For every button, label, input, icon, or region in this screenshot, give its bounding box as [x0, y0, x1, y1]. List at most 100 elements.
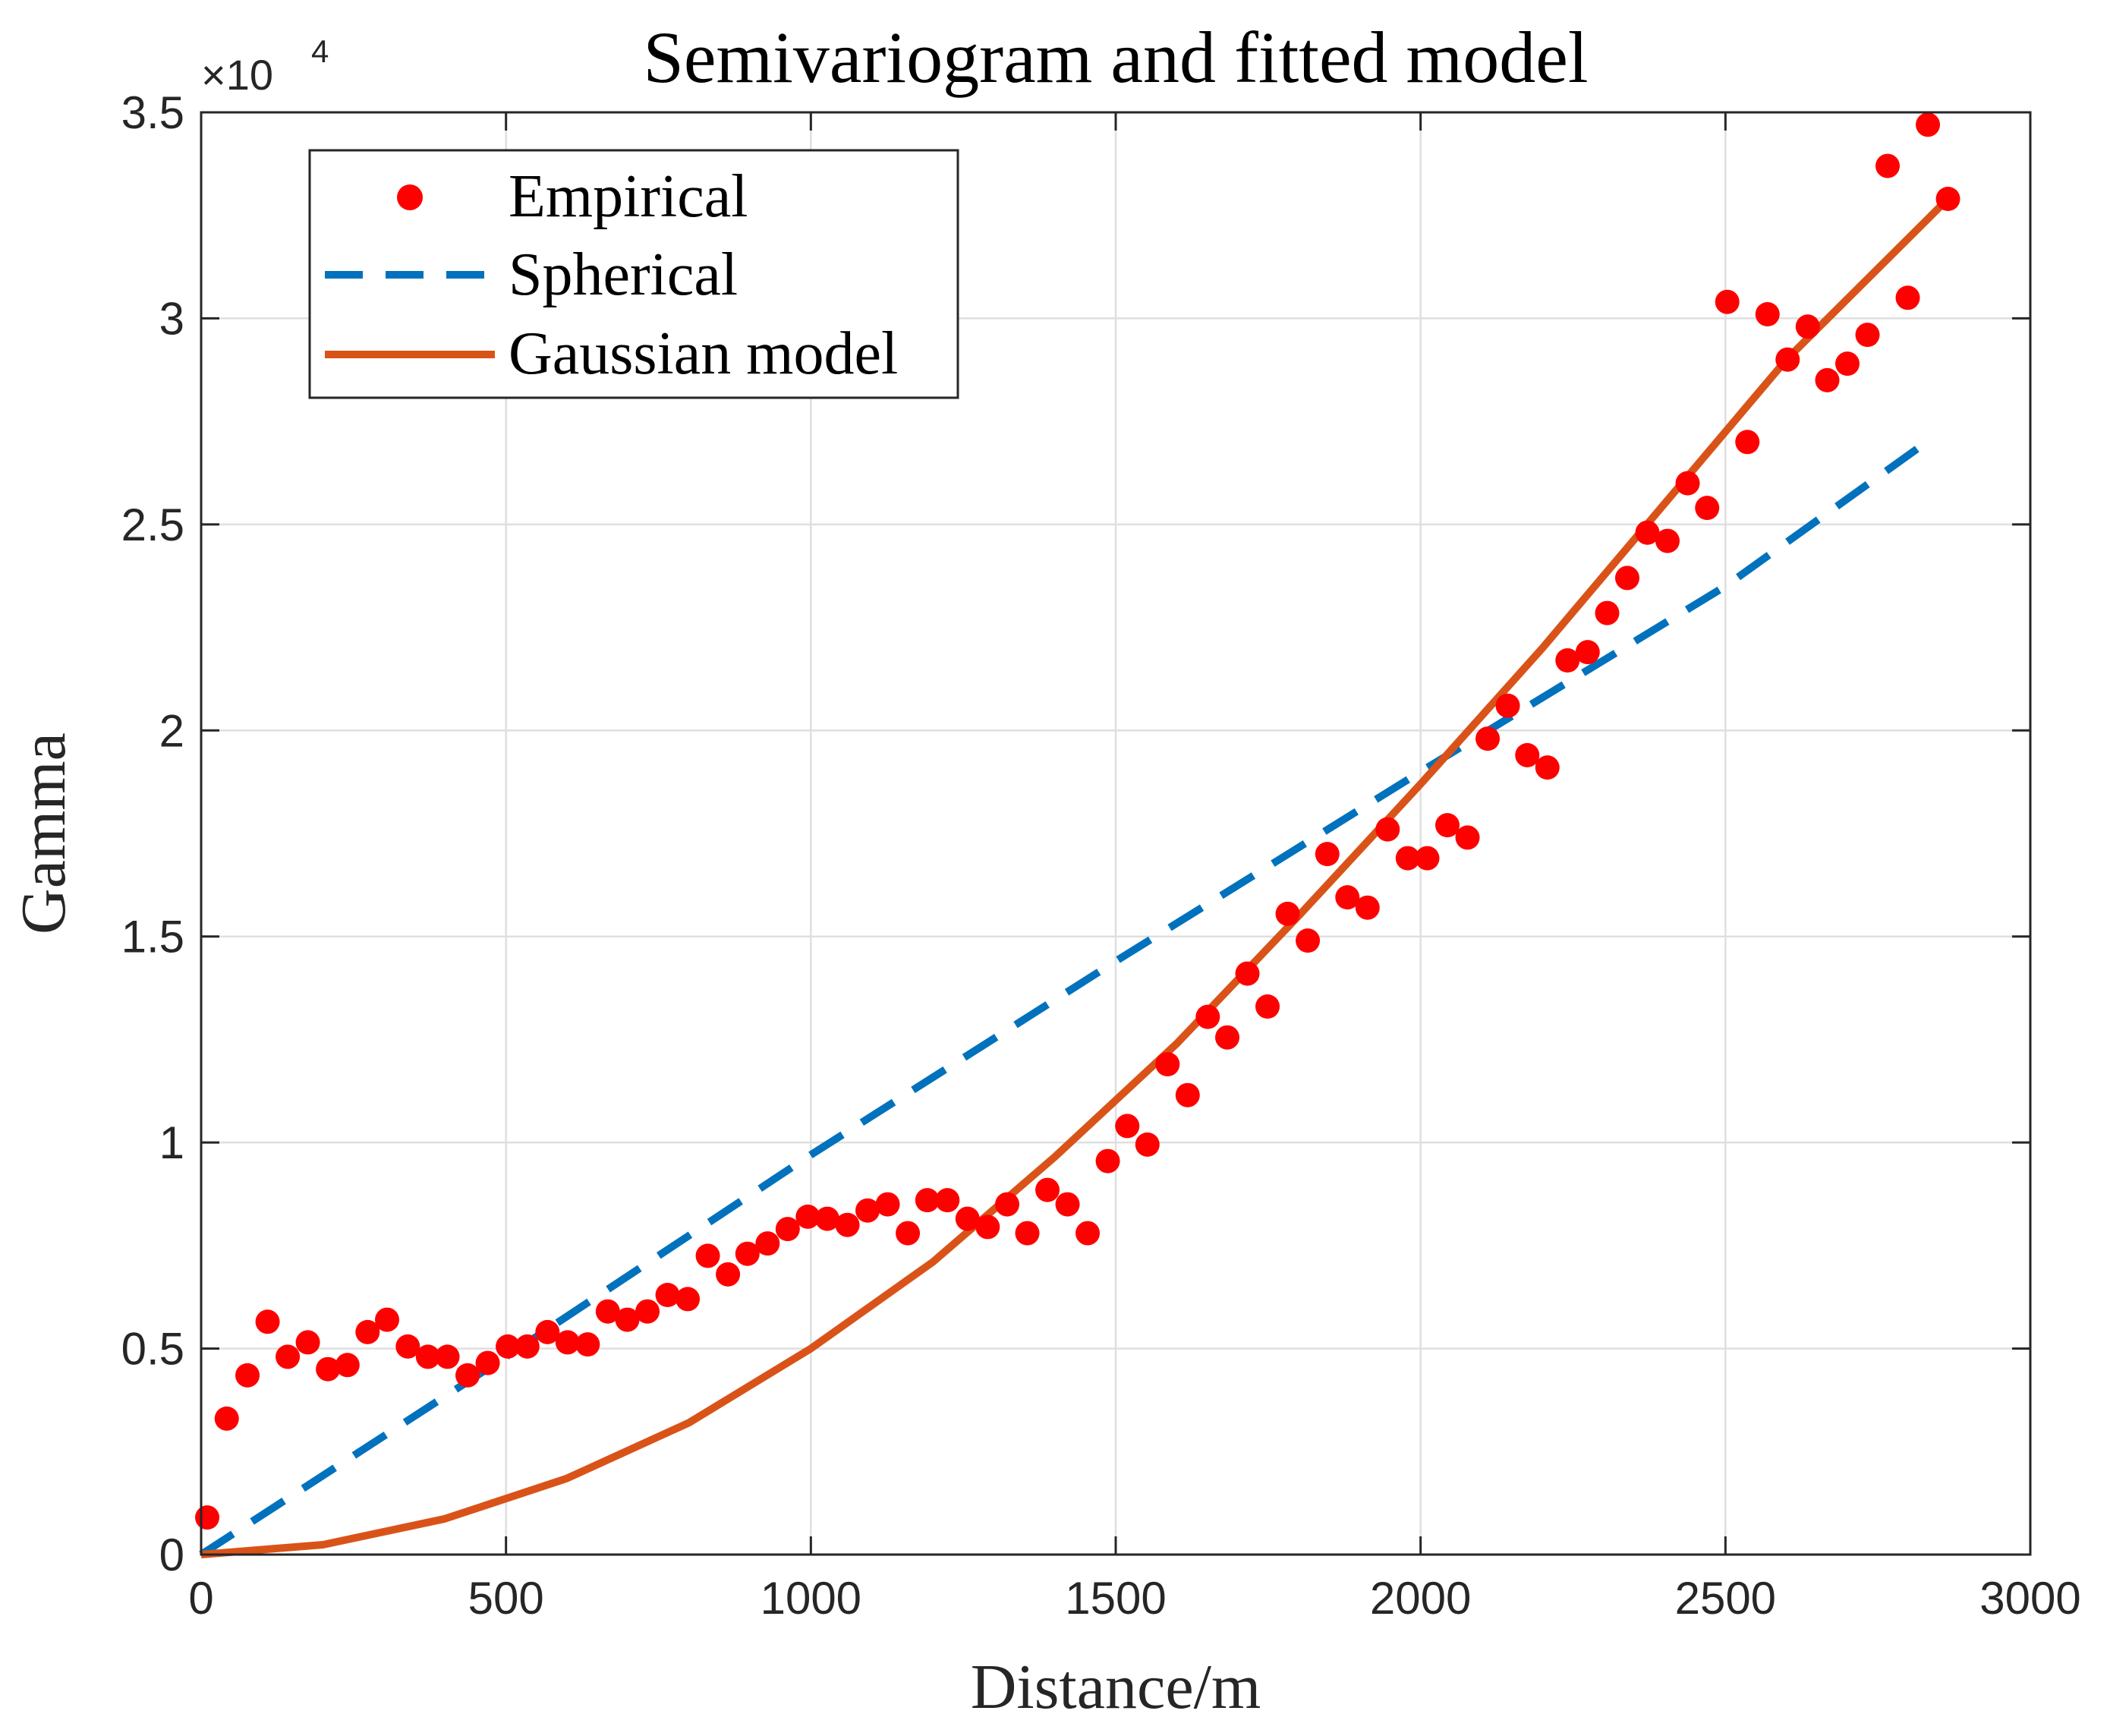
empirical-point [1695, 496, 1720, 521]
empirical-point [1275, 901, 1300, 926]
empirical-point [875, 1192, 900, 1217]
empirical-point [855, 1198, 880, 1223]
empirical-point [1935, 187, 1960, 211]
empirical-point [214, 1406, 239, 1431]
empirical-point [195, 1505, 220, 1530]
x-tick-label: 500 [468, 1573, 544, 1624]
empirical-point [896, 1221, 921, 1246]
empirical-point [1535, 755, 1560, 780]
empirical-point [795, 1204, 820, 1229]
empirical-point [1195, 1004, 1220, 1029]
empirical-point [455, 1363, 480, 1388]
empirical-point [415, 1344, 440, 1369]
empirical-point [435, 1344, 460, 1369]
empirical-point [695, 1243, 720, 1268]
tick-labels: 0 500 1000 1500 2000 2500 3000 0 0.5 1 1.5 2 2.5 3 3.5 [121, 87, 2081, 1624]
empirical-point [1135, 1132, 1160, 1157]
empirical-point [535, 1319, 560, 1344]
empirical-point [1075, 1221, 1101, 1246]
empirical-point [1395, 846, 1420, 871]
empirical-point [975, 1215, 1000, 1240]
tick-marks [200, 111, 2032, 1556]
empirical-point [1595, 600, 1620, 625]
empirical-point [615, 1307, 640, 1332]
y-axis-label: Gamma [8, 733, 79, 934]
legend-empirical-marker [397, 184, 423, 210]
empirical-point [1435, 813, 1460, 838]
y-tick-label: 2.5 [121, 499, 184, 550]
empirical-point [1775, 347, 1800, 372]
empirical-point [515, 1334, 540, 1359]
empirical-point [475, 1350, 500, 1375]
y-tick-label: 1 [159, 1117, 184, 1168]
legend-empirical-label: Empirical [509, 163, 748, 230]
empirical-point [1215, 1025, 1240, 1050]
empirical-point [1375, 817, 1400, 842]
empirical-point [955, 1206, 980, 1231]
y-tick-label: 0 [159, 1530, 184, 1580]
empirical-point [1355, 895, 1380, 920]
x-tick-label: 1000 [761, 1573, 861, 1624]
empirical-point [1335, 885, 1360, 910]
empirical-point [935, 1188, 960, 1213]
empirical-point [835, 1212, 860, 1237]
x-tick-label: 0 [188, 1573, 213, 1624]
empirical-point [235, 1363, 260, 1388]
empirical-point [295, 1330, 320, 1355]
empirical-points [195, 112, 1960, 1530]
x-tick-label: 1500 [1065, 1573, 1166, 1624]
empirical-point [676, 1287, 701, 1312]
empirical-point [635, 1299, 660, 1324]
empirical-point [1895, 285, 1920, 310]
empirical-point [1575, 640, 1600, 665]
x-tick-label: 3000 [1979, 1573, 2080, 1624]
empirical-point [716, 1262, 741, 1287]
y-exponent-label: ×10 4 [201, 33, 329, 99]
y-tick-label: 2 [159, 705, 184, 756]
empirical-point [1916, 112, 1941, 137]
empirical-point [1296, 928, 1321, 953]
empirical-point [1675, 471, 1700, 496]
empirical-point [1614, 566, 1639, 591]
empirical-point [995, 1192, 1020, 1217]
empirical-point [1095, 1148, 1120, 1174]
empirical-point [1735, 430, 1760, 455]
legend-gaussian-label: Gaussian model [509, 320, 898, 387]
y-tick-label: 1.5 [121, 912, 184, 963]
empirical-point [1055, 1192, 1080, 1217]
y-exponent-base: ×10 [201, 51, 273, 99]
empirical-point [1875, 153, 1901, 178]
x-tick-label: 2000 [1370, 1573, 1471, 1624]
empirical-point [735, 1241, 760, 1266]
empirical-point [1415, 846, 1440, 871]
empirical-point [1455, 825, 1480, 850]
empirical-point [1715, 289, 1740, 314]
legend: Empirical Spherical Gaussian model [308, 149, 959, 399]
y-tick-label: 0.5 [121, 1324, 184, 1375]
legend-spherical-label: Spherical [509, 241, 738, 308]
empirical-point [1255, 994, 1280, 1019]
empirical-point [496, 1334, 521, 1359]
empirical-point [1175, 1082, 1200, 1107]
empirical-point [555, 1330, 580, 1355]
empirical-point [815, 1206, 840, 1231]
empirical-point [375, 1307, 400, 1332]
empirical-point [1035, 1177, 1060, 1202]
empirical-point [755, 1231, 780, 1256]
empirical-point [1835, 351, 1860, 377]
empirical-point [1155, 1052, 1180, 1076]
empirical-point [1855, 323, 1880, 348]
empirical-point [1655, 528, 1680, 553]
y-tick-label: 3 [159, 293, 184, 344]
empirical-point [1815, 367, 1840, 392]
y-exponent-power: 4 [311, 33, 329, 69]
x-tick-label: 2500 [1675, 1573, 1776, 1624]
empirical-point [915, 1188, 940, 1213]
empirical-point [1515, 742, 1540, 767]
empirical-point [255, 1309, 280, 1334]
empirical-point [335, 1353, 360, 1378]
empirical-point [1115, 1114, 1140, 1139]
empirical-point [1475, 726, 1501, 751]
empirical-point [395, 1334, 420, 1359]
